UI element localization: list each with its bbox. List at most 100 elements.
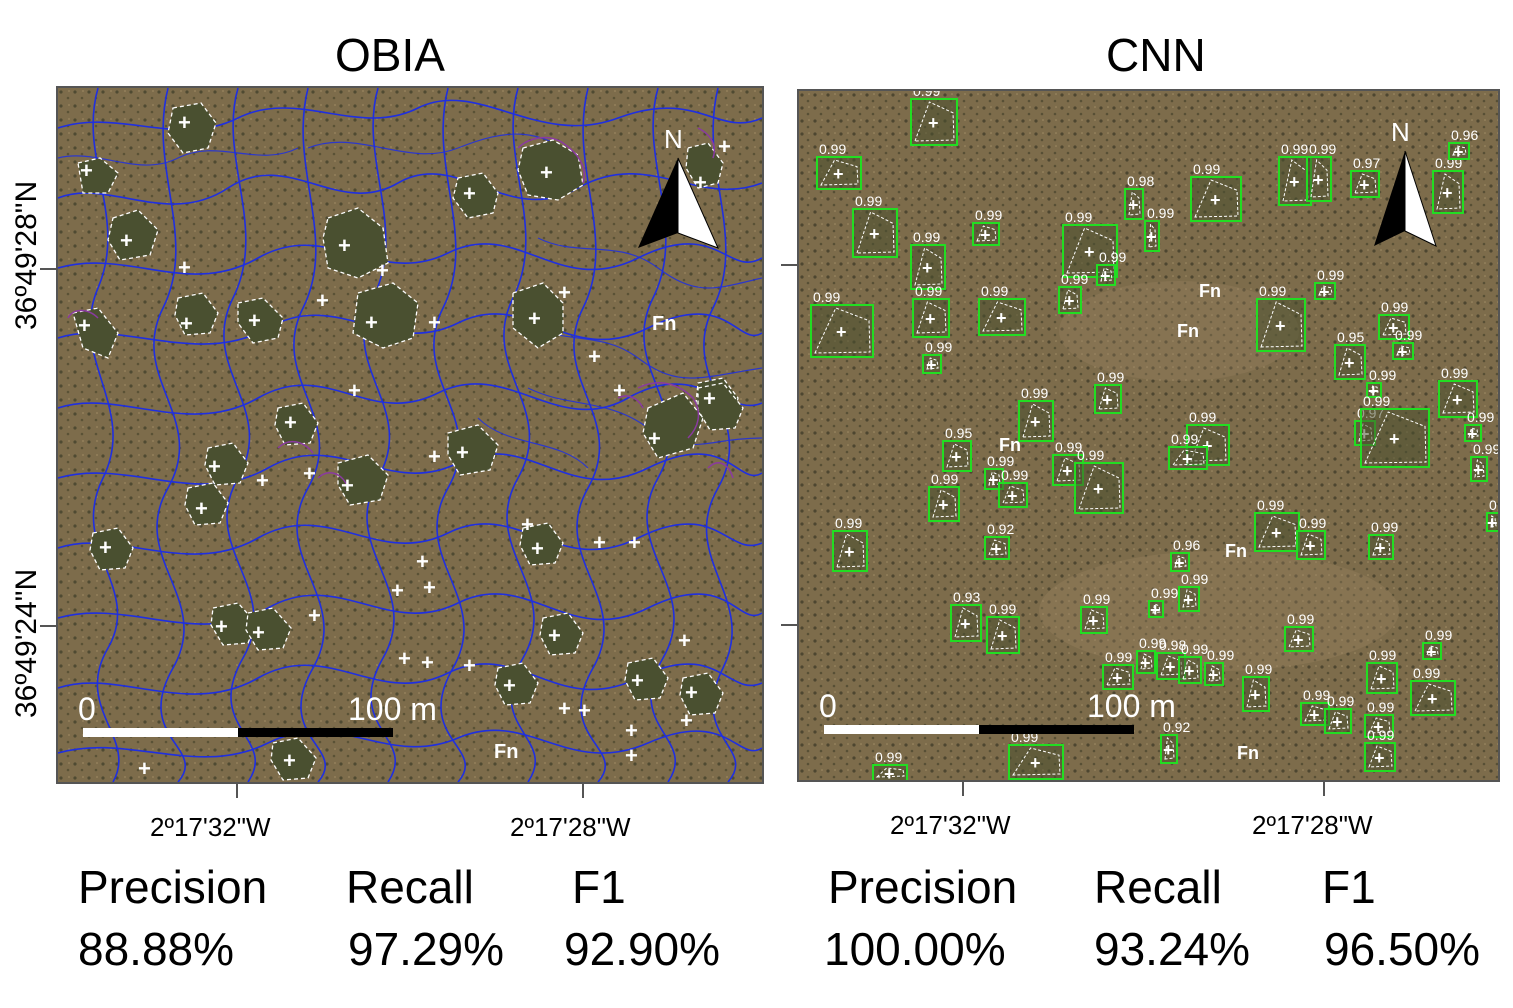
svg-text:+: + bbox=[178, 110, 191, 135]
confidence-score: 0.92 bbox=[987, 521, 1014, 537]
shrub-outline bbox=[1174, 555, 1187, 568]
shrub-outline bbox=[1084, 609, 1105, 630]
confidence-score: 0.99 bbox=[1371, 519, 1398, 535]
centroid-marker: + bbox=[1163, 740, 1174, 760]
svg-text:+: + bbox=[365, 310, 378, 335]
confidence-score: 0.98 bbox=[1127, 173, 1154, 189]
shrub-outline bbox=[1474, 459, 1485, 478]
shrub-outline bbox=[1364, 411, 1427, 464]
centroid-marker: + bbox=[1140, 653, 1151, 673]
detection-box bbox=[1438, 380, 1478, 418]
detection-box bbox=[1410, 680, 1456, 716]
shrub-outline bbox=[954, 607, 979, 638]
confidence-score: 0.99 bbox=[1317, 267, 1344, 283]
centroid-marker: + bbox=[1112, 668, 1123, 688]
centroid-marker: + bbox=[1374, 748, 1385, 768]
svg-text:+: + bbox=[694, 170, 707, 195]
svg-text:+: + bbox=[680, 708, 693, 733]
left-lon-tick-2 bbox=[582, 784, 584, 798]
centroid-marker: + bbox=[1359, 175, 1370, 195]
shrub-outline bbox=[836, 533, 865, 568]
svg-text:+: + bbox=[248, 308, 261, 333]
right-lon-tick-2 bbox=[1323, 782, 1325, 796]
centroid-marker: + bbox=[1150, 600, 1161, 620]
svg-text:+: + bbox=[503, 673, 516, 698]
detection-box bbox=[1178, 586, 1200, 612]
confidence-score: 0.99 bbox=[915, 283, 942, 299]
svg-text:+: + bbox=[256, 468, 269, 493]
svg-text:+: + bbox=[195, 496, 208, 521]
confidence-score: 0.99 bbox=[1489, 497, 1498, 513]
svg-text:+: + bbox=[593, 530, 606, 555]
centroid-marker: + bbox=[1313, 170, 1324, 190]
shrub-outline bbox=[988, 539, 1007, 556]
confidence-score: 0.99 bbox=[1309, 141, 1336, 157]
confidence-score: 0.99 bbox=[1363, 393, 1390, 409]
shrub-outline bbox=[1338, 347, 1363, 376]
cnn-scale-bar bbox=[824, 725, 1134, 734]
obia-map: + + + + + + + + + + + + + + + + + + + + + + + + + + + + + + … bbox=[56, 86, 764, 784]
confidence-score: 0.99 bbox=[1303, 687, 1330, 703]
shrub-outline bbox=[1288, 629, 1311, 648]
svg-text:+: + bbox=[284, 410, 297, 435]
left-lon-label-2: 2º17'28"W bbox=[510, 812, 631, 842]
confidence-score: 0.97 bbox=[1353, 155, 1380, 171]
centroid-marker: + bbox=[1373, 717, 1384, 737]
shrub-outline bbox=[1318, 285, 1333, 296]
confidence-score: 0.99 bbox=[1001, 467, 1028, 483]
confidence-score: 0.99 bbox=[1151, 585, 1178, 601]
shrub-outline bbox=[1370, 385, 1379, 394]
detection-box bbox=[1256, 298, 1306, 352]
centroid-marker: + bbox=[928, 113, 939, 133]
svg-text:+: + bbox=[252, 620, 265, 645]
shrub-outline bbox=[1468, 427, 1479, 438]
shrub-outline bbox=[914, 101, 955, 142]
obia-fn-label-1: Fn bbox=[652, 313, 676, 335]
shrub-outline bbox=[1436, 173, 1461, 210]
left-lat-tick-2 bbox=[40, 625, 56, 627]
shrub-outline bbox=[1106, 667, 1131, 686]
detection-box bbox=[984, 536, 1010, 560]
obia-f1-value: 92.90% bbox=[564, 923, 721, 975]
centroid-marker: + bbox=[884, 764, 895, 780]
svg-text:+: + bbox=[178, 255, 191, 280]
shrub-outline bbox=[946, 443, 969, 468]
shrub-outline bbox=[1260, 301, 1303, 348]
cnn-fn-label-1: Fn bbox=[1199, 281, 1221, 301]
svg-text:+: + bbox=[578, 698, 591, 723]
shrub-outline bbox=[1368, 745, 1393, 768]
confidence-score: 0.99 bbox=[1207, 647, 1234, 663]
centroid-marker: + bbox=[1452, 390, 1463, 410]
confidence-score: 0.99 bbox=[931, 471, 958, 487]
centroid-marker: + bbox=[1368, 381, 1379, 401]
svg-text:+: + bbox=[338, 233, 351, 258]
confidence-score: 0.99 bbox=[1299, 515, 1326, 531]
confidence-score: 0.99 bbox=[987, 453, 1014, 469]
centroid-marker: + bbox=[922, 258, 933, 278]
centroid-marker: + bbox=[1007, 486, 1018, 506]
svg-text:+: + bbox=[308, 603, 321, 628]
detection-box bbox=[910, 244, 946, 290]
detection-box bbox=[1366, 382, 1382, 398]
obia-precision-value: 88.88% bbox=[78, 923, 235, 975]
svg-text:+: + bbox=[215, 614, 228, 639]
obia-scale-bar bbox=[83, 728, 393, 737]
confidence-score: 0.99 bbox=[1171, 431, 1198, 447]
cnn-north-label: N bbox=[1391, 117, 1410, 147]
confidence-score: 0.99 bbox=[975, 207, 1002, 223]
confidence-score: 0.99 bbox=[1181, 641, 1208, 657]
svg-text:+: + bbox=[180, 311, 193, 336]
svg-text:+: + bbox=[138, 756, 151, 781]
detection-box bbox=[1124, 188, 1144, 220]
confidence-score: 0.99 bbox=[1065, 209, 1092, 225]
svg-text:+: + bbox=[416, 549, 429, 574]
cnn-scale-end: 100 m bbox=[1087, 688, 1176, 724]
left-lon-tick-1 bbox=[236, 784, 238, 798]
shrub-outline bbox=[1382, 317, 1407, 336]
detection-box bbox=[832, 530, 868, 572]
centroid-marker: + bbox=[1487, 513, 1498, 533]
obia-scale-end: 100 m bbox=[348, 691, 437, 727]
detection-box bbox=[810, 304, 874, 358]
svg-text:+: + bbox=[120, 228, 133, 253]
centroid-marker: + bbox=[1332, 712, 1343, 732]
